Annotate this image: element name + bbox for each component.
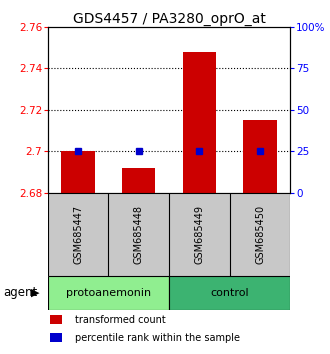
Text: percentile rank within the sample: percentile rank within the sample <box>75 333 240 343</box>
Text: agent: agent <box>3 286 38 299</box>
Bar <box>169 276 290 310</box>
Text: transformed count: transformed count <box>75 314 165 325</box>
Text: GSM685447: GSM685447 <box>73 205 83 264</box>
Text: GSM685448: GSM685448 <box>134 205 144 264</box>
Bar <box>50 333 62 342</box>
Text: protoanemonin: protoanemonin <box>66 288 151 298</box>
Bar <box>48 276 169 310</box>
Text: control: control <box>211 288 249 298</box>
Bar <box>244 120 277 193</box>
Bar <box>61 152 95 193</box>
Text: ▶: ▶ <box>31 288 40 298</box>
Title: GDS4457 / PA3280_oprO_at: GDS4457 / PA3280_oprO_at <box>73 12 266 25</box>
Text: GSM685450: GSM685450 <box>255 205 265 264</box>
Bar <box>50 315 62 324</box>
Text: GSM685449: GSM685449 <box>194 205 205 264</box>
Bar <box>122 168 155 193</box>
Bar <box>183 51 216 193</box>
